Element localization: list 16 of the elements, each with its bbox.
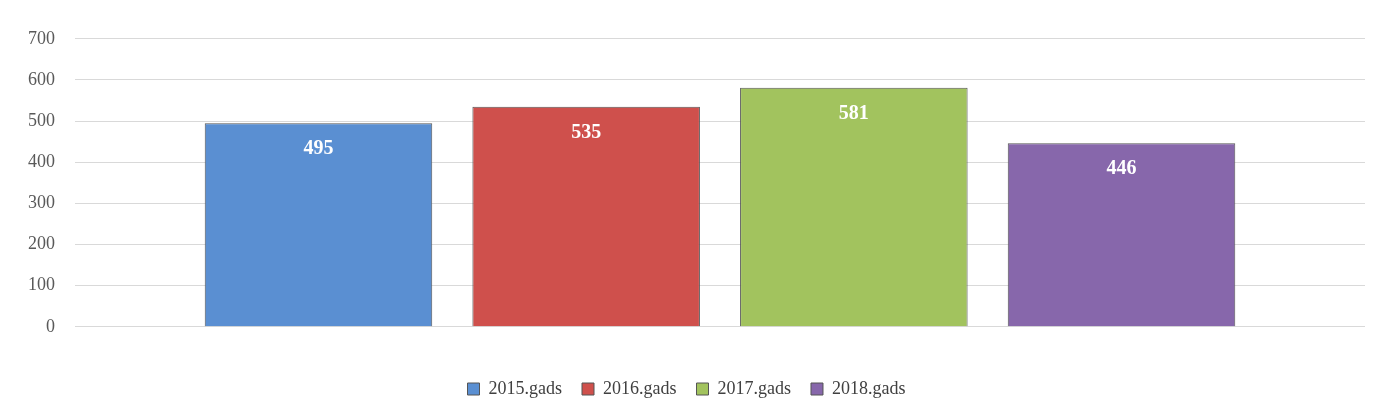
data-label: 535 (571, 119, 602, 142)
y-tick-label: 500 (28, 109, 55, 130)
legend-label: 2015.gads (488, 377, 563, 398)
legend-label: 2017.gads (717, 377, 791, 398)
y-tick-label: 700 (28, 27, 55, 48)
legend-label: 2018.gads (831, 377, 906, 398)
data-label: 495 (303, 136, 334, 159)
y-tick-label: 400 (28, 150, 55, 171)
y-tick-label: 300 (28, 192, 55, 213)
data-label: 446 (1106, 156, 1137, 179)
y-tick-label: 0 (46, 315, 55, 336)
y-tick-label: 600 (28, 68, 55, 89)
y-tick-label: 200 (28, 233, 55, 254)
y-tick-label: 100 (28, 274, 55, 295)
legend-label: 2016.gads (603, 377, 677, 398)
data-label: 581 (838, 100, 869, 123)
